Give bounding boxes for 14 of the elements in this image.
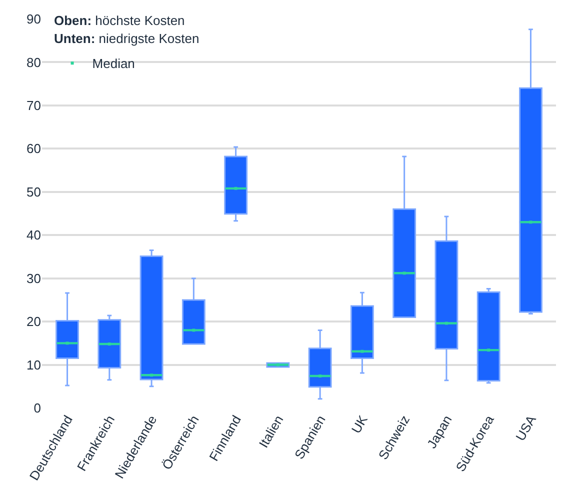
y-tick-label: 50 xyxy=(26,184,41,200)
annotation: Unten: niedrigste Kosten xyxy=(54,31,200,46)
y-tick-label: 10 xyxy=(26,357,41,372)
y-tick-label: 60 xyxy=(26,141,41,156)
y-tick-label: 40 xyxy=(26,228,41,243)
y-tick-label: 20 xyxy=(26,314,41,330)
y-tick-label: 70 xyxy=(26,98,41,113)
y-tick-label: 80 xyxy=(26,54,41,70)
x-tick-label: UK xyxy=(348,412,371,436)
y-tick-label: 0 xyxy=(34,400,41,416)
annotation: Oben: höchste Kosten xyxy=(54,13,185,28)
y-tick-label: 90 xyxy=(26,12,41,27)
y-tick-label: 30 xyxy=(26,270,41,286)
legend-label: Median xyxy=(92,56,135,72)
